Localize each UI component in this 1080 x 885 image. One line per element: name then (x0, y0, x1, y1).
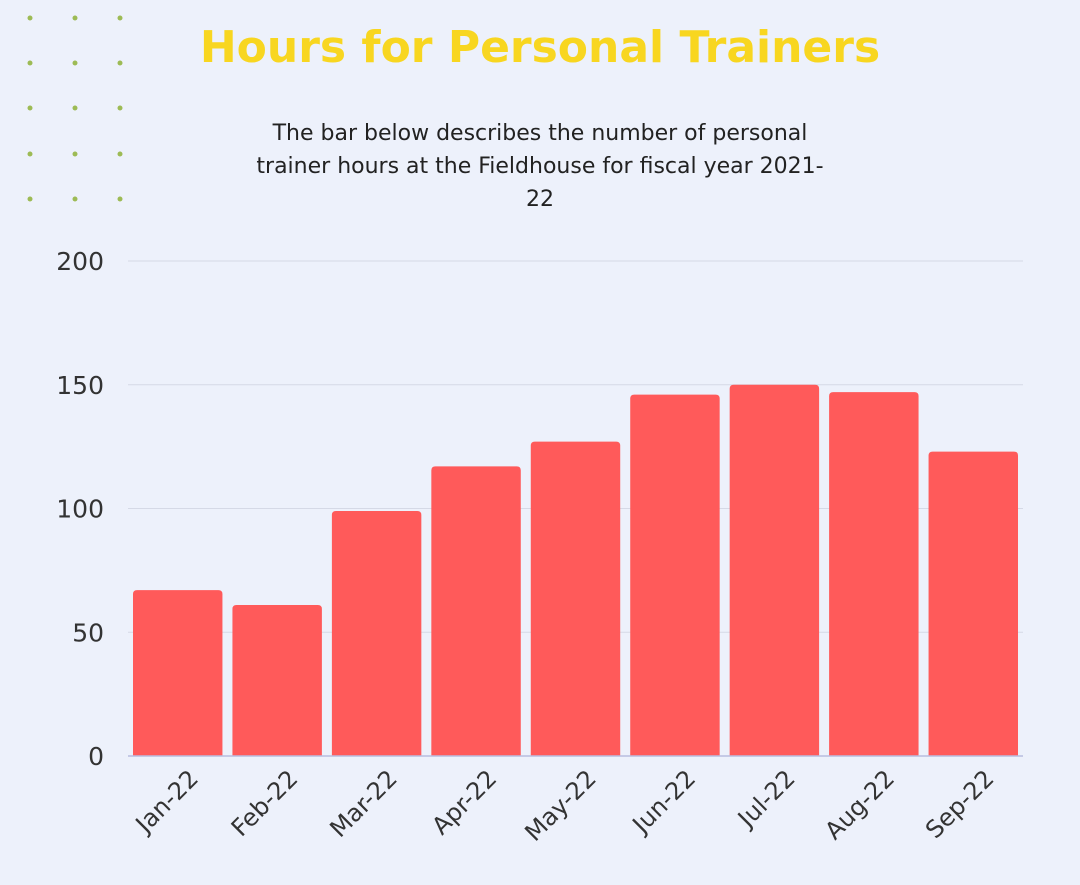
x-tick-label: Jan-22 (129, 764, 204, 839)
bar (630, 394, 720, 756)
x-tick-label: Jun-22 (626, 764, 701, 839)
y-tick-label: 100 (56, 495, 104, 524)
bar (232, 605, 322, 756)
x-tick-label: May-22 (519, 764, 601, 846)
chart-title: Hours for Personal Trainers (199, 22, 881, 73)
decor-dots (27, 15, 123, 202)
x-tick-label: Apr-22 (427, 764, 503, 840)
bar (928, 451, 1018, 756)
chart-subtitle: The bar below describes the number of pe… (256, 121, 824, 212)
x-tick-label: Feb-22 (226, 764, 304, 842)
bar (530, 441, 621, 756)
bar (331, 510, 422, 756)
y-tick-label: 50 (72, 618, 104, 647)
x-tick-label: Aug-22 (819, 764, 900, 845)
bar (729, 384, 820, 756)
bar (829, 392, 919, 756)
x-tick-label: Jul-22 (731, 764, 800, 833)
y-tick-label: 0 (88, 742, 104, 771)
bar (431, 466, 521, 756)
bar (133, 590, 223, 756)
y-tick-label: 200 (56, 247, 104, 276)
x-tick-label: Mar-22 (324, 764, 402, 842)
x-tick-label: Sep-22 (920, 764, 1000, 844)
y-tick-label: 150 (56, 371, 104, 400)
